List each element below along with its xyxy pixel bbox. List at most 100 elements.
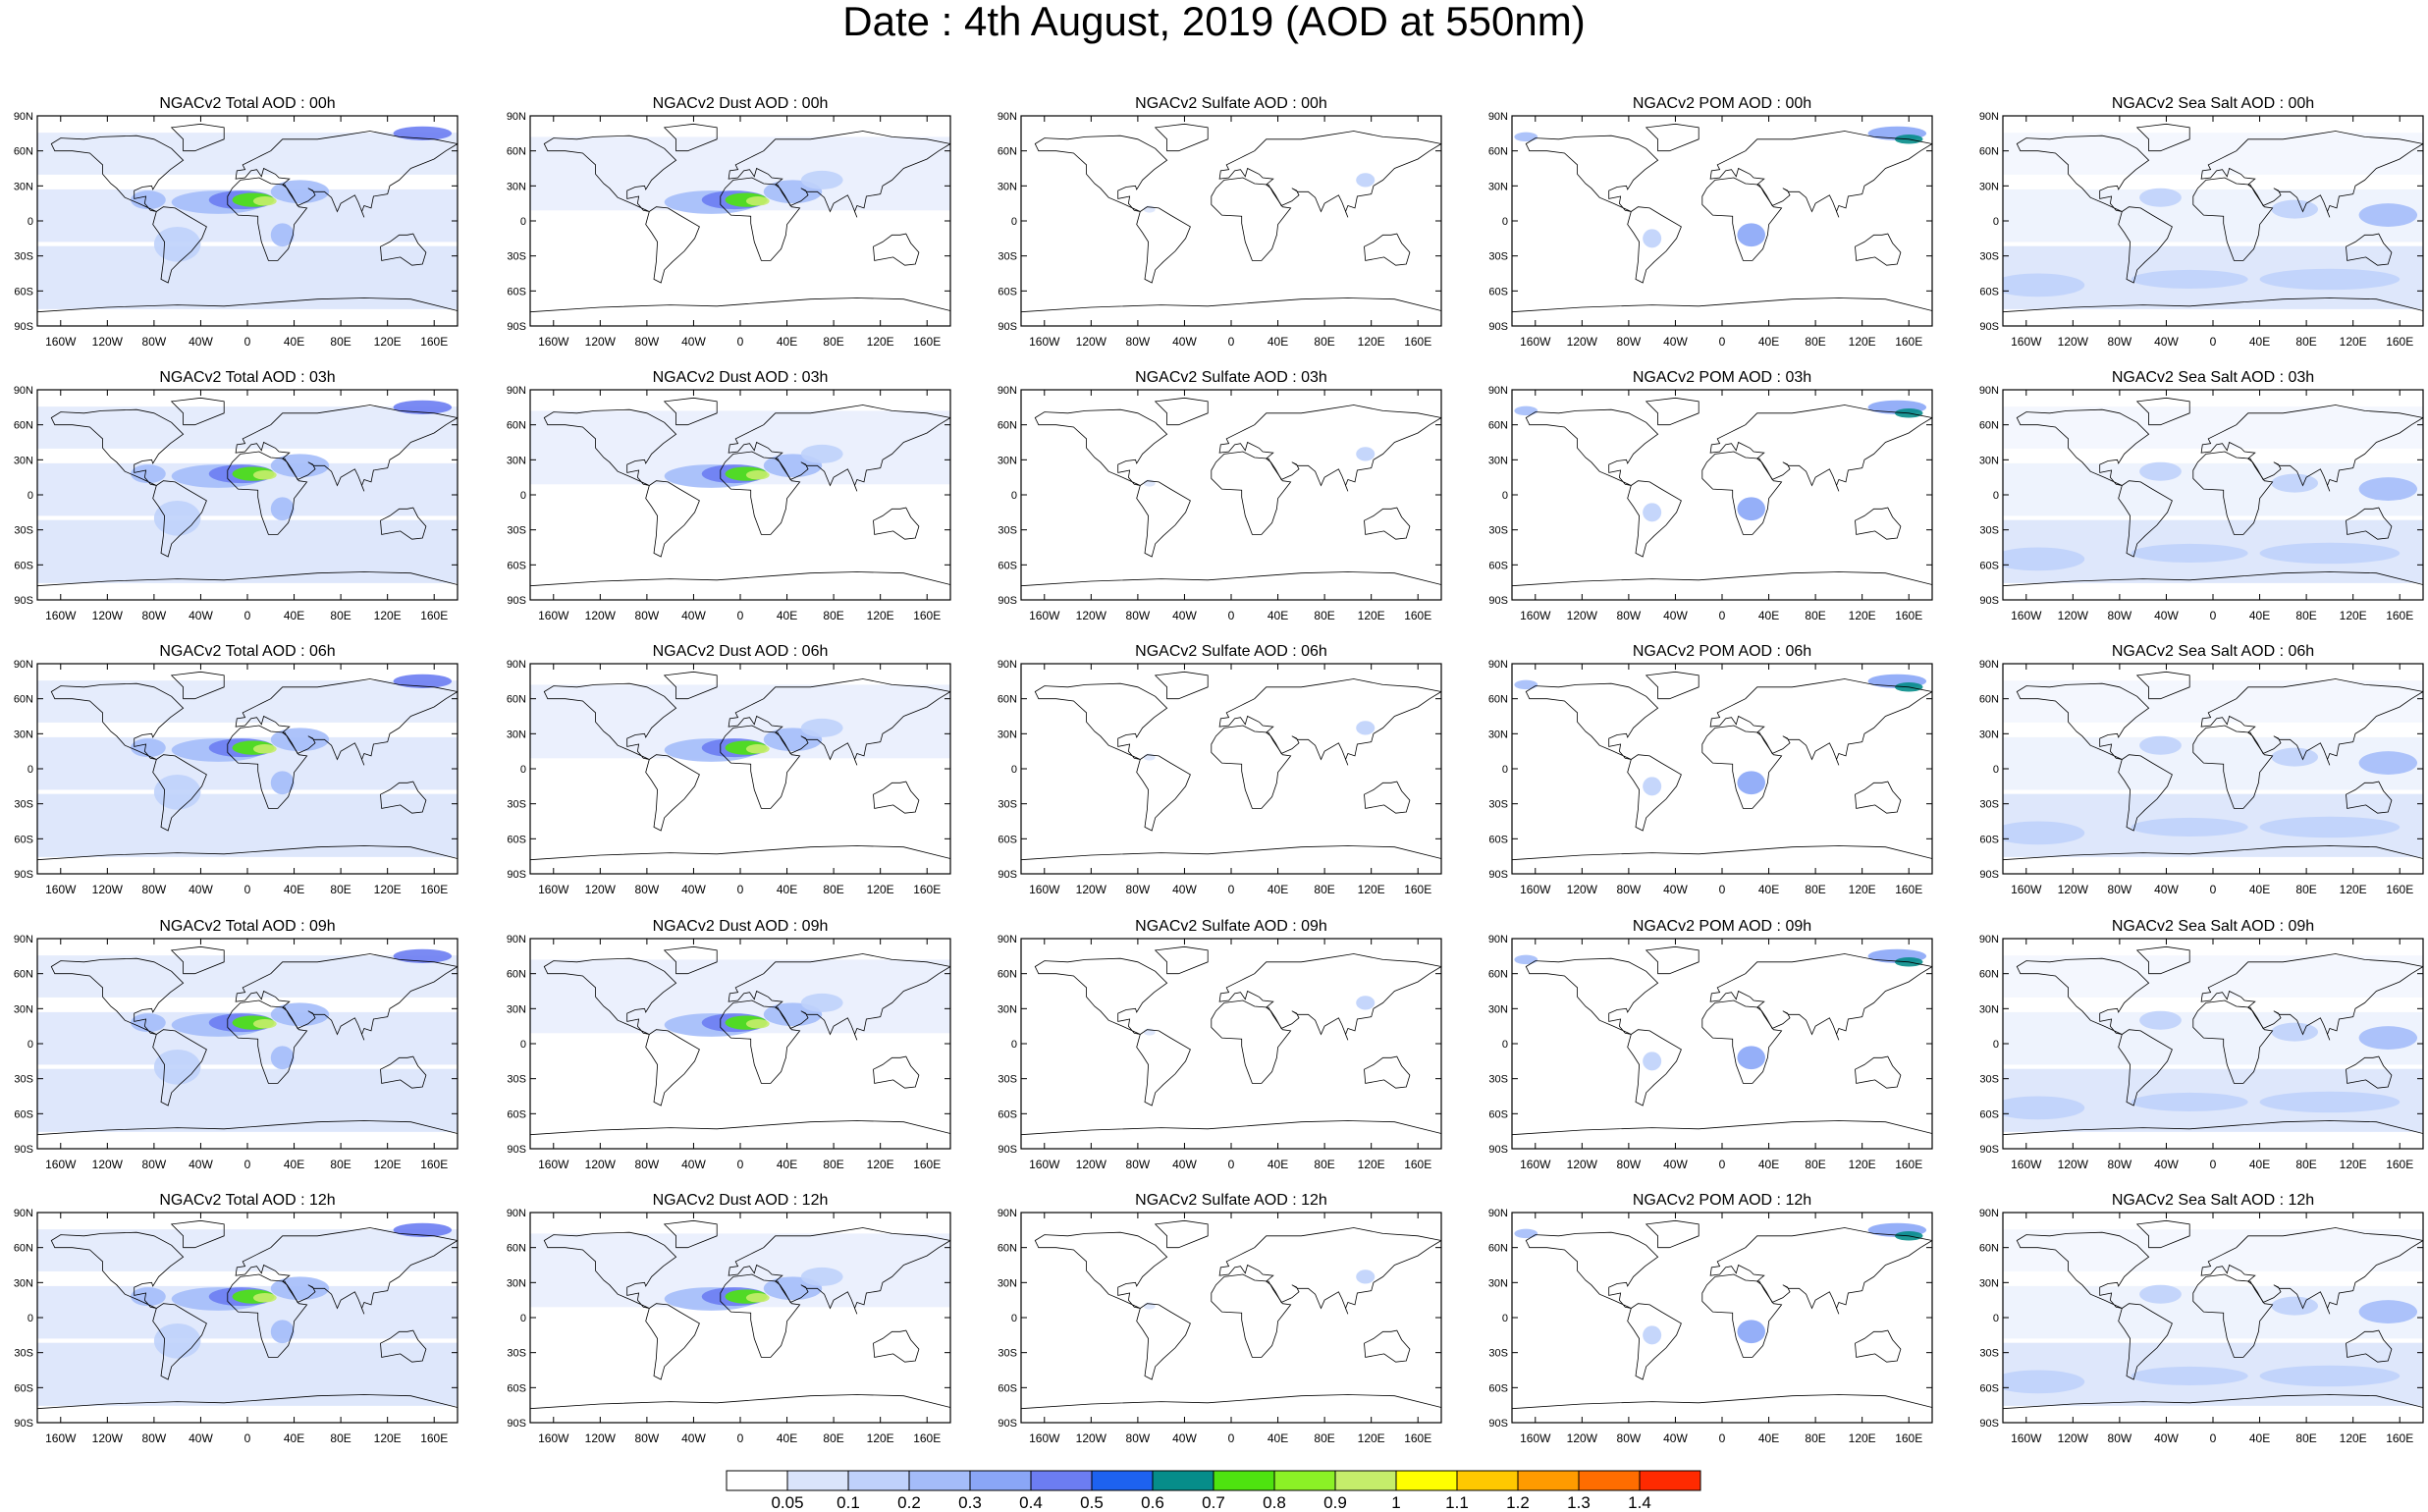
- aod-field: [2003, 955, 2423, 998]
- panel-title: NGACv2 POM AOD : 12h: [1633, 1192, 1811, 1209]
- aod-plume: [153, 226, 201, 262]
- aod-plume: [2003, 1096, 2085, 1120]
- coastline: [645, 1029, 700, 1107]
- coastline: [235, 953, 458, 1041]
- aod-plume: [1356, 447, 1376, 461]
- panel-background: [1512, 116, 1932, 326]
- coastline: [1645, 671, 1700, 700]
- panel-title: NGACv2 Sulfate AOD : 12h: [1135, 1192, 1327, 1209]
- aod-plume: [1737, 1046, 1765, 1070]
- coastline: [50, 1231, 185, 1309]
- coastline: [1645, 945, 1700, 975]
- aod-plume: [2358, 1026, 2418, 1050]
- aod-plume: [270, 223, 295, 247]
- coastline: [530, 845, 950, 874]
- map-panel: NGACv2 Total AOD : 09h 90N 60N 30N 0 30S 60S 90…: [14, 918, 459, 1171]
- lon-tick-label: 120E: [1358, 1158, 1385, 1171]
- lon-tick-label: 80E: [1314, 609, 1334, 622]
- map-panel: NGACv2 Dust AOD : 09h 90N 60N 30N 0 30S 60S 90S…: [507, 918, 951, 1171]
- lon-tick-label: 160E: [1404, 609, 1431, 622]
- coastline: [2200, 131, 2423, 218]
- map-panel: NGACv2 Sulfate AOD : 09h 90N 60N 30N 0 30S 60S…: [998, 918, 1442, 1171]
- lat-tick-label: 60N: [14, 146, 33, 158]
- lat-tick-label: 30N: [14, 1277, 33, 1289]
- map-panel: NGACv2 Dust AOD : 06h 90N 60N 30N 0 30S 60S 90S…: [507, 643, 951, 896]
- lat-tick-label: 90N: [14, 111, 33, 123]
- aod-plume: [1356, 1269, 1376, 1284]
- lon-tick-label: 120W: [585, 1158, 617, 1171]
- lon-tick-label: 40E: [1268, 1431, 1288, 1445]
- lon-tick-label: 160E: [913, 883, 941, 896]
- coastline: [2118, 206, 2173, 284]
- coastline: [1021, 845, 1441, 874]
- lon-tick-label: 160W: [45, 1431, 77, 1445]
- lat-tick-label: 30S: [998, 799, 1017, 811]
- colorbar-label: 0.2: [897, 1493, 921, 1512]
- colorbar-label: 1: [1391, 1493, 1400, 1512]
- lon-tick-label: 80W: [1617, 883, 1642, 896]
- lon-tick-label: 40W: [681, 883, 706, 896]
- lon-tick-label: 80W: [142, 1158, 167, 1171]
- lon-tick-label: 120W: [2058, 1158, 2089, 1171]
- coastline: [1855, 233, 1902, 266]
- coastline: [2200, 953, 2423, 1041]
- lat-tick-label: 60N: [1979, 694, 1999, 706]
- lat-tick-label: 60N: [1488, 146, 1508, 158]
- lon-tick-label: 40E: [1268, 1158, 1288, 1171]
- lon-tick-label: 120E: [1358, 1431, 1385, 1445]
- coastline: [1218, 405, 1441, 492]
- coastline: [2346, 1329, 2393, 1363]
- lat-tick-label: 60N: [14, 694, 33, 706]
- lon-tick-label: 40W: [2154, 609, 2179, 622]
- map-panel: NGACv2 Dust AOD : 12h 90N 60N 30N 0 30S 60S 90S…: [507, 1192, 951, 1445]
- colorbar-swatch: [1152, 1470, 1214, 1491]
- lon-tick-label: 80W: [1126, 335, 1151, 349]
- lon-tick-label: 0: [737, 883, 744, 896]
- lat-tick-label: 90N: [998, 934, 1017, 945]
- lat-tick-label: 90S: [14, 321, 33, 333]
- lat-tick-label: 0: [1502, 1039, 1508, 1051]
- panel-background: [1512, 939, 1932, 1149]
- lat-tick-label: 30N: [998, 729, 1017, 740]
- coastline: [1709, 678, 1932, 766]
- map-panel: NGACv2 Sea Salt AOD : 09h 90N 60N 30N 0 30S 60…: [1979, 918, 2424, 1171]
- panel-title: NGACv2 POM AOD : 03h: [1633, 369, 1811, 386]
- coastline: [663, 397, 718, 426]
- aod-plume: [2358, 751, 2418, 775]
- coastline: [1136, 206, 1191, 284]
- coastline: [2346, 507, 2393, 540]
- lon-tick-label: 40W: [1172, 883, 1197, 896]
- lat-tick-label: 30N: [14, 455, 33, 466]
- lat-tick-label: 0: [1011, 1313, 1017, 1324]
- coastline: [1364, 507, 1411, 540]
- coastline: [50, 135, 185, 212]
- coastline: [2346, 233, 2393, 266]
- lon-tick-label: 160E: [2386, 1158, 2413, 1171]
- lon-tick-label: 120E: [1358, 883, 1385, 896]
- lon-tick-label: 120W: [1567, 335, 1598, 349]
- lon-tick-label: 160W: [1520, 883, 1551, 896]
- lat-tick-label: 30N: [1979, 1003, 1999, 1015]
- lat-tick-label: 0: [520, 1039, 526, 1051]
- coastline: [1512, 297, 1932, 326]
- lon-tick-label: 120E: [1849, 335, 1876, 349]
- aod-plume: [2259, 542, 2401, 565]
- aod-plume: [1643, 503, 1662, 522]
- lat-tick-label: 90N: [14, 659, 33, 671]
- lat-tick-label: 60S: [507, 834, 526, 845]
- aod-plume: [2131, 817, 2248, 837]
- lat-tick-label: 60N: [14, 420, 33, 432]
- lat-tick-label: 0: [520, 1313, 526, 1324]
- lat-tick-label: 30S: [998, 251, 1017, 263]
- panel-title: NGACv2 Sea Salt AOD : 00h: [2112, 95, 2314, 112]
- lon-tick-label: 80E: [1805, 1431, 1825, 1445]
- coastline: [152, 1303, 207, 1380]
- lon-tick-label: 80W: [635, 883, 660, 896]
- aod-field: [37, 793, 458, 857]
- coastline: [227, 725, 308, 809]
- lon-tick-label: 40W: [681, 1431, 706, 1445]
- lon-tick-label: 120E: [1849, 609, 1876, 622]
- lat-tick-label: 30S: [1979, 1074, 1999, 1086]
- coastline: [2016, 682, 2150, 760]
- map-panel: NGACv2 POM AOD : 03h 90N 60N 30N 0 30S 60S 90S 1…: [1488, 369, 1933, 622]
